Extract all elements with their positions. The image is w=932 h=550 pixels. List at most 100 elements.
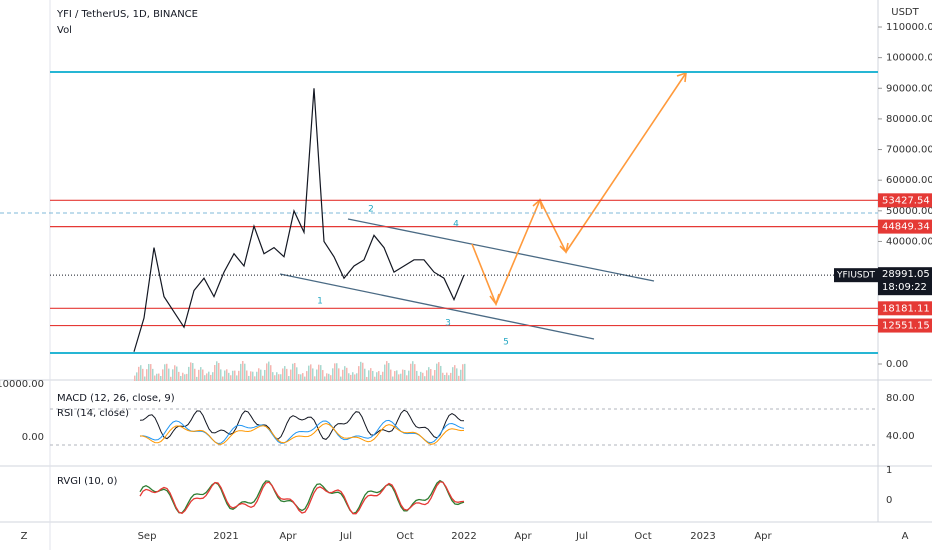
volume-bar — [454, 365, 456, 381]
volume-bar — [392, 376, 394, 381]
volume-bar — [412, 361, 414, 381]
volume-bar — [334, 363, 336, 381]
zoom-button[interactable]: Z — [21, 531, 28, 542]
price-tag — [878, 219, 932, 234]
volume-bar — [156, 373, 158, 381]
x-tick-label: Apr — [279, 531, 297, 542]
volume-bar — [340, 376, 342, 381]
volume-bar — [374, 376, 376, 381]
y-tick-label: 70000.00 — [886, 145, 932, 156]
volume-bar — [306, 371, 308, 381]
x-tick-label: Jul — [575, 531, 588, 542]
volume-bar — [360, 361, 362, 381]
rvgi-label: RVGI (10, 0) — [57, 476, 117, 487]
volume-bar — [418, 375, 420, 381]
volume-bar — [388, 363, 390, 381]
right-tick: 80.00 — [886, 393, 915, 404]
volume-bar — [142, 368, 144, 381]
volume-bar — [328, 373, 330, 381]
rsi-label: RSI (14, close) — [57, 408, 129, 419]
volume-bar — [176, 366, 178, 381]
volume-bar — [398, 374, 400, 381]
volume-bar — [380, 374, 382, 381]
volume-bar — [236, 375, 238, 381]
volume-bar — [204, 375, 206, 381]
volume-bar — [240, 363, 242, 381]
volume-bar — [346, 367, 348, 381]
volume-bar — [180, 376, 182, 381]
volume-bar — [448, 375, 450, 381]
volume-bar — [404, 369, 406, 381]
y-tick-label: 50000.00 — [886, 206, 932, 217]
volume-bar — [384, 364, 386, 381]
y-tick-label: 60000.00 — [886, 175, 932, 186]
volume-bar — [210, 374, 212, 381]
wave-label: 1 — [317, 297, 323, 307]
volume-bar — [402, 369, 404, 381]
ticker-label: YFIUSDT — [836, 271, 876, 281]
volume-bar — [310, 364, 312, 381]
volume-bar — [364, 368, 366, 381]
volume-bar — [318, 364, 320, 381]
auto-button[interactable]: A — [902, 531, 909, 542]
volume-bar — [336, 363, 338, 381]
volume-bar — [324, 376, 326, 381]
volume-bar — [164, 364, 166, 381]
volume-bar — [258, 368, 260, 381]
volume-bar — [286, 368, 288, 381]
volume-bar — [438, 362, 440, 381]
macd-label: MACD (12, 26, close, 9) — [57, 393, 175, 404]
volume-bar — [442, 372, 444, 381]
volume-bar — [400, 373, 402, 381]
volume-bar — [226, 369, 228, 381]
volume-bar — [430, 369, 432, 381]
volume-bar — [406, 375, 408, 381]
volume-bar — [200, 367, 202, 381]
volume-bar — [344, 366, 346, 381]
volume-bar — [270, 365, 272, 381]
volume-bar — [332, 368, 334, 381]
volume-bar — [268, 361, 270, 381]
volume-bar — [190, 362, 192, 381]
volume-bar — [464, 363, 466, 381]
volume-bar — [416, 370, 418, 381]
wave-label: 3 — [445, 319, 451, 329]
volume-bar — [382, 371, 384, 381]
volume-bar — [356, 373, 358, 381]
volume-bar — [206, 373, 208, 381]
volume-bar — [158, 373, 160, 381]
volume-bar — [314, 376, 316, 381]
volume-bar — [188, 366, 190, 381]
volume-bar — [386, 361, 388, 381]
volume-bar — [212, 372, 214, 381]
volume-bar — [342, 369, 344, 381]
volume-bar — [350, 374, 352, 381]
volume-bar — [266, 363, 268, 381]
volume-bar — [428, 367, 430, 381]
x-tick-label: 2022 — [451, 531, 476, 542]
volume-bar — [338, 368, 340, 381]
price-tag — [878, 301, 932, 316]
unit-label: USDT — [891, 7, 919, 18]
volume-bar — [178, 371, 180, 381]
y-tick-label: 80000.00 — [886, 114, 932, 125]
rsi-line — [139, 409, 465, 440]
volume-bar — [160, 376, 162, 381]
volume-bar — [422, 372, 424, 381]
y-tick-label: 90000.00 — [886, 83, 932, 94]
price-tag — [878, 318, 932, 333]
volume-bar — [198, 369, 200, 381]
volume-bar — [262, 375, 264, 381]
volume-bar — [152, 368, 154, 381]
volume-bar — [348, 373, 350, 381]
price-tag — [878, 267, 932, 296]
volume-bar — [460, 369, 462, 381]
volume-bar — [322, 370, 324, 381]
volume-bar — [242, 361, 244, 381]
volume-bar — [302, 373, 304, 381]
volume-bar — [182, 372, 184, 381]
volume-bar — [194, 368, 196, 381]
volume-bar — [186, 373, 188, 381]
